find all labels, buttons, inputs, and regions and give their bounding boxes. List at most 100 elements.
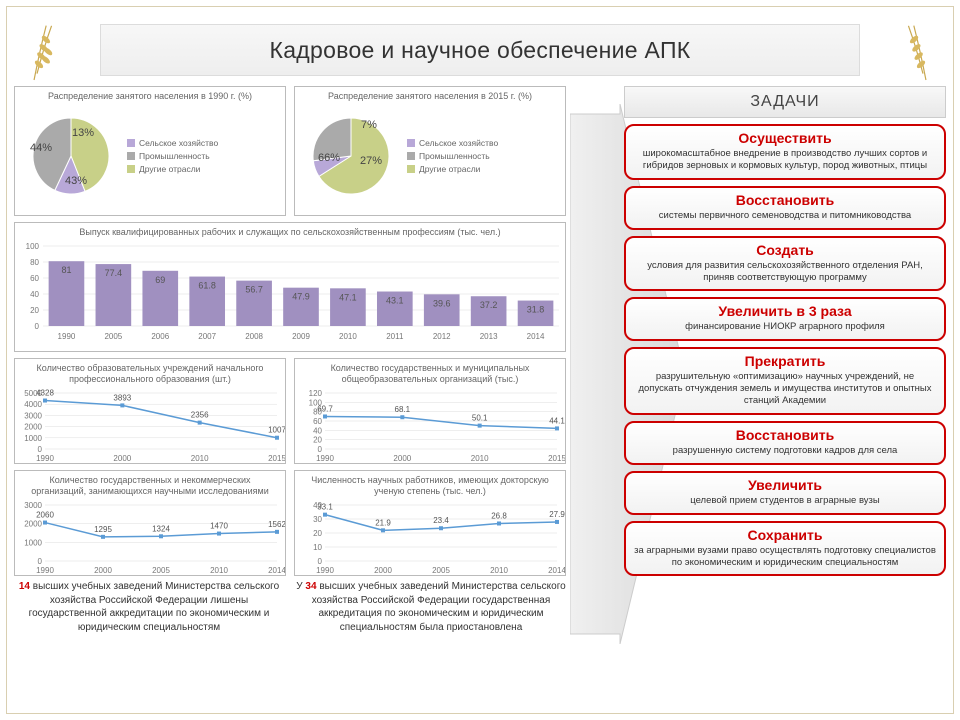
svg-text:2015: 2015 xyxy=(548,454,565,463)
svg-text:60: 60 xyxy=(313,417,322,426)
svg-text:1990: 1990 xyxy=(58,332,76,341)
task-desc: целевой прием студентов в аграрные вузы xyxy=(634,495,936,507)
svg-text:30: 30 xyxy=(313,515,322,524)
svg-text:1990: 1990 xyxy=(36,566,54,575)
svg-text:40: 40 xyxy=(313,426,322,435)
svg-text:2000: 2000 xyxy=(113,454,131,463)
svg-text:44.1: 44.1 xyxy=(549,416,565,425)
task-item-1: Восстановить системы первичного семеново… xyxy=(624,186,946,230)
svg-text:1562: 1562 xyxy=(268,519,285,528)
line-chart-3: Количество государственных и некоммерчес… xyxy=(14,470,286,576)
tasks-list: Осуществить широкомасштабное внедрение в… xyxy=(624,124,946,576)
task-item-6: Увеличить целевой прием студентов в агра… xyxy=(624,471,946,515)
pie2-svg: 66% 7% 27% xyxy=(301,106,401,206)
svg-text:2010: 2010 xyxy=(210,566,228,575)
svg-text:2006: 2006 xyxy=(151,332,169,341)
svg-text:27%: 27% xyxy=(360,155,382,167)
svg-text:10: 10 xyxy=(313,543,322,552)
task-item-7: Сохранить за аграрными вузами право осущ… xyxy=(624,521,946,577)
svg-text:2010: 2010 xyxy=(339,332,357,341)
task-item-0: Осуществить широкомасштабное внедрение в… xyxy=(624,124,946,180)
svg-text:7%: 7% xyxy=(361,119,377,131)
svg-text:2013: 2013 xyxy=(480,332,498,341)
svg-text:2005: 2005 xyxy=(432,566,450,575)
footer-note-1: 14 высших учебных заведений Министерства… xyxy=(14,580,284,634)
svg-text:3000: 3000 xyxy=(24,411,42,420)
svg-text:20: 20 xyxy=(30,306,39,315)
task-action: Восстановить xyxy=(634,192,936,208)
task-desc: за аграрными вузами право осуществлять п… xyxy=(634,545,936,569)
svg-text:2012: 2012 xyxy=(433,332,451,341)
title-bar: Кадровое и научное обеспечение АПК xyxy=(100,24,860,76)
pie1-legend: Сельское хозяйствоПромышленностьДругие о… xyxy=(127,135,218,177)
task-action: Восстановить xyxy=(634,427,936,443)
svg-text:3000: 3000 xyxy=(24,501,42,510)
svg-text:2060: 2060 xyxy=(36,510,54,519)
svg-text:2011: 2011 xyxy=(386,332,404,341)
svg-text:2009: 2009 xyxy=(292,332,310,341)
line1-svg: 0100020003000400050004328199038932000235… xyxy=(15,387,285,463)
svg-text:37.2: 37.2 xyxy=(480,300,498,310)
svg-text:3893: 3893 xyxy=(113,393,131,402)
task-item-5: Восстановить разрушенную систему подгото… xyxy=(624,421,946,465)
line4-title: Численность научных работников, имеющих … xyxy=(295,471,565,499)
svg-text:2000: 2000 xyxy=(374,566,392,575)
svg-text:31.8: 31.8 xyxy=(527,304,545,314)
svg-text:0: 0 xyxy=(318,445,323,454)
svg-text:100: 100 xyxy=(26,242,40,251)
footer1-text: высших учебных заведений Министерства се… xyxy=(29,581,280,633)
line3-title: Количество государственных и некоммерчес… xyxy=(15,471,285,499)
svg-text:13%: 13% xyxy=(72,127,94,139)
svg-text:2000: 2000 xyxy=(24,422,42,431)
line4-svg: 01020304033.1199021.9200023.4200526.8201… xyxy=(295,499,565,575)
task-action: Осуществить xyxy=(634,130,936,146)
pie1-svg: 44%13%43% xyxy=(21,106,121,206)
svg-text:1324: 1324 xyxy=(152,524,170,533)
pie2-legend: Сельское хозяйствоПромышленностьДругие о… xyxy=(407,135,498,177)
svg-text:26.8: 26.8 xyxy=(491,511,507,520)
task-action: Увеличить xyxy=(634,477,936,493)
svg-text:50.1: 50.1 xyxy=(472,413,488,422)
svg-text:43%: 43% xyxy=(65,175,87,187)
pie2-title: Распределение занятого населения в 2015 … xyxy=(295,87,565,104)
svg-text:2014: 2014 xyxy=(268,566,285,575)
pie1-title: Распределение занятого населения в 1990 … xyxy=(15,87,285,104)
svg-text:0: 0 xyxy=(35,322,40,331)
line2-svg: 02040608010012069.7199068.1200050.120104… xyxy=(295,387,565,463)
svg-text:1990: 1990 xyxy=(316,454,334,463)
footer-note-2: У 34 высших учебных заведений Министерст… xyxy=(296,580,566,634)
svg-text:2015: 2015 xyxy=(268,454,285,463)
svg-text:68.1: 68.1 xyxy=(395,405,411,414)
svg-text:2005: 2005 xyxy=(152,566,170,575)
task-desc: широкомасштабное внедрение в производств… xyxy=(634,148,936,172)
svg-text:0: 0 xyxy=(38,557,43,566)
footer2-text: высших учебных заведений Министерства се… xyxy=(312,581,566,633)
svg-text:66%: 66% xyxy=(318,152,340,164)
task-desc: условия для развития сельскохозяйственно… xyxy=(634,260,936,284)
svg-text:1295: 1295 xyxy=(94,524,112,533)
svg-text:4328: 4328 xyxy=(36,388,54,397)
line-chart-2: Количество государственных и муниципальн… xyxy=(294,358,566,464)
task-desc: системы первичного семеноводства и питом… xyxy=(634,210,936,222)
task-action: Сохранить xyxy=(634,527,936,543)
footer-notes: 14 высших учебных заведений Министерства… xyxy=(14,580,566,634)
task-item-4: Прекратить разрушительную «оптимизацию» … xyxy=(624,347,946,415)
task-action: Создать xyxy=(634,242,936,258)
svg-text:1007: 1007 xyxy=(268,425,285,434)
svg-text:43.1: 43.1 xyxy=(386,295,404,305)
task-action: Увеличить в 3 раза xyxy=(634,303,936,319)
page-title: Кадровое и научное обеспечение АПК xyxy=(270,37,691,64)
svg-text:20: 20 xyxy=(313,435,322,444)
svg-text:2000: 2000 xyxy=(94,566,112,575)
line-chart-4: Численность научных работников, имеющих … xyxy=(294,470,566,576)
svg-text:1990: 1990 xyxy=(316,566,334,575)
bar-svg: 02040608010081199077.4200569200661.82007… xyxy=(15,240,565,342)
tasks-header: ЗАДАЧИ xyxy=(624,86,946,118)
svg-text:47.1: 47.1 xyxy=(339,292,357,302)
footer2-num: 34 xyxy=(305,581,316,592)
task-action: Прекратить xyxy=(634,353,936,369)
svg-text:21.9: 21.9 xyxy=(375,518,391,527)
svg-text:77.4: 77.4 xyxy=(105,268,123,278)
pie-chart-1990: Распределение занятого населения в 1990 … xyxy=(14,86,286,216)
svg-text:39.6: 39.6 xyxy=(433,298,451,308)
